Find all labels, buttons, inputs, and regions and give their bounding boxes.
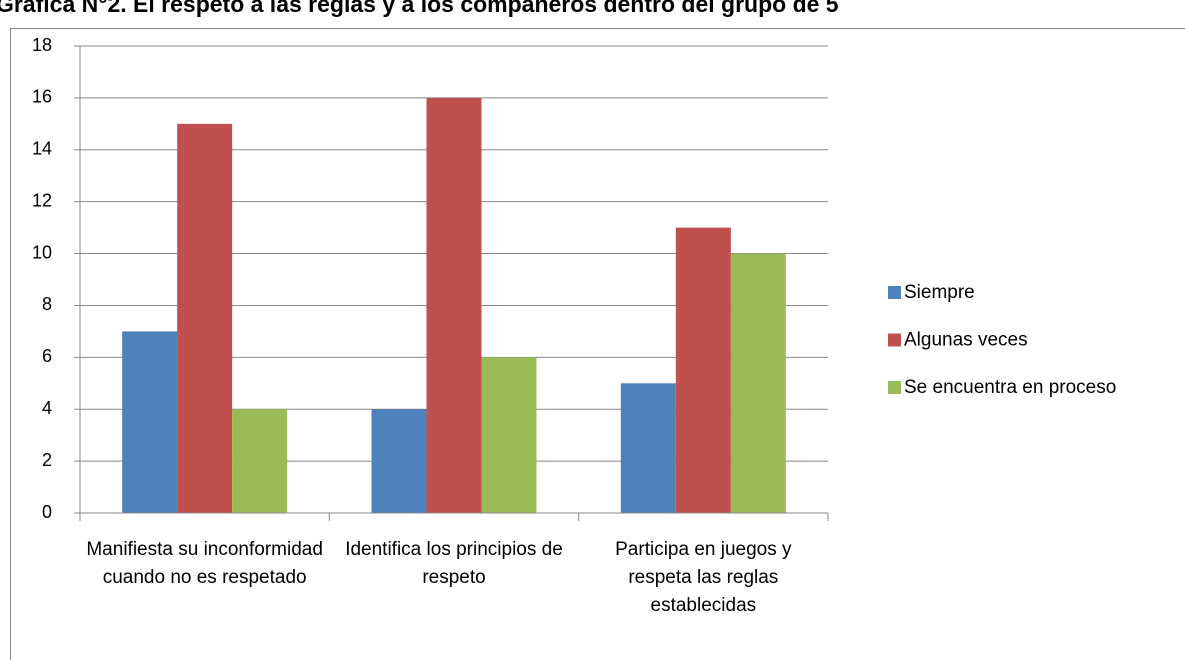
bar: [730, 253, 786, 514]
y-tick-label: 12: [32, 190, 52, 210]
y-tick-label: 2: [42, 450, 52, 470]
legend-swatch: [888, 333, 901, 347]
legend-swatch: [888, 381, 901, 394]
y-tick-label: 8: [42, 294, 52, 314]
bar: [371, 409, 427, 513]
bar: [481, 357, 537, 513]
x-tick-label: Participa en juegos y respeta las reglas…: [615, 539, 792, 616]
y-tick-label: 16: [32, 87, 52, 107]
y-tick-label: 0: [42, 502, 52, 522]
y-tick-label: 4: [42, 398, 52, 418]
bar: [620, 383, 676, 513]
bar: [122, 331, 178, 513]
bar: [675, 227, 731, 513]
legend-label: Algunas veces: [904, 330, 1028, 351]
y-tick-label: 10: [32, 242, 52, 262]
legend-swatch: [888, 286, 901, 299]
legend-label: Siempre: [904, 282, 975, 303]
y-tick-label: 6: [42, 346, 52, 366]
bar: [232, 409, 288, 513]
legend-label: Se encuentra en proceso: [904, 377, 1116, 398]
chart-title: Gráfica N°2. El respeto a las reglas y a…: [0, 0, 839, 17]
bar: [177, 123, 233, 513]
y-tick-label: 14: [32, 139, 52, 159]
bar: [426, 97, 482, 513]
x-tick-label: Manifiesta su inconformidad cuando no es…: [86, 539, 323, 588]
y-tick-label: 18: [32, 35, 52, 55]
x-tick-label: Identifica los principios de respeto: [345, 539, 563, 588]
